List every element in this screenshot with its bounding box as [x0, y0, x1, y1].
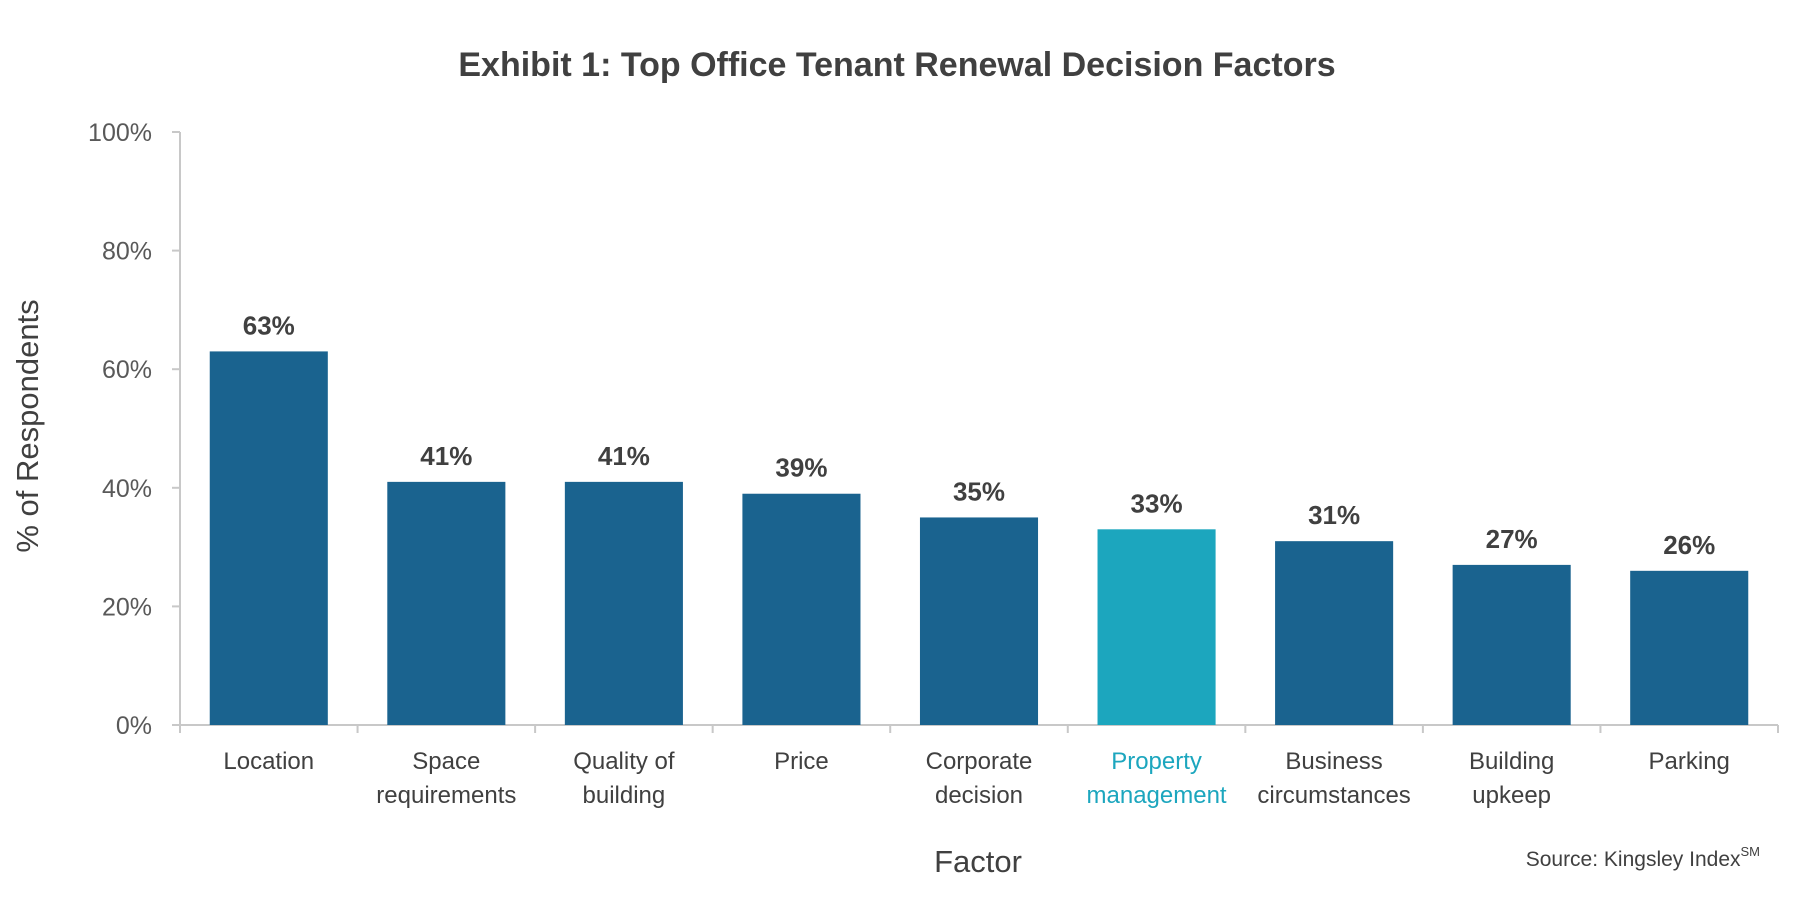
data-label: 27% — [1486, 524, 1538, 554]
bars — [209, 351, 1749, 725]
x-tick-label-line: Parking — [1649, 748, 1730, 775]
x-tick-label-line: Business — [1285, 748, 1382, 775]
x-tick-label: Space requirements — [376, 748, 516, 809]
bar — [564, 481, 683, 725]
y-tick-label: 40% — [102, 475, 152, 503]
x-tick-label: Building upkeep — [1469, 748, 1554, 809]
x-tick-label-line: Corporate — [926, 748, 1033, 775]
x-tick-label: Price — [774, 748, 829, 775]
y-axis-title: % of Respondents — [10, 299, 45, 552]
x-tick-label-line: Space — [412, 748, 480, 775]
data-label: 35% — [953, 476, 1005, 506]
bar — [919, 517, 1039, 725]
bar — [387, 481, 506, 725]
x-tick-label-line: Location — [223, 748, 314, 775]
x-tick-label-line: circumstances — [1257, 782, 1410, 809]
data-label: 26% — [1663, 530, 1715, 560]
x-axis-title: Factor — [934, 844, 1022, 879]
y-tick-label: 20% — [102, 593, 152, 621]
data-label: 63% — [243, 310, 295, 340]
data-label: 41% — [598, 441, 650, 471]
bar — [1630, 570, 1749, 725]
x-tick-label-line: requirements — [376, 782, 516, 809]
x-tick-label-line: decision — [935, 782, 1023, 809]
y-tick-label: 0% — [116, 712, 152, 740]
bar — [1452, 564, 1571, 725]
x-tick-label: Location — [223, 748, 314, 775]
bar — [1275, 541, 1394, 725]
x-tick-label-line: Property — [1111, 748, 1202, 775]
x-tick-label-line: Price — [774, 748, 829, 775]
category-labels: Location Space requirements Quality of build… — [223, 748, 1730, 809]
source-note: Source: Kingsley IndexSM — [1526, 844, 1760, 871]
x-tick-label-line: building — [583, 782, 666, 809]
x-tick-label: Property management — [1087, 748, 1227, 809]
data-labels: 63% 41% 41% 39% 35% 33% 31% 27% 26% — [243, 310, 1715, 559]
data-label: 31% — [1308, 500, 1360, 530]
data-label: 33% — [1131, 488, 1183, 518]
x-tick-label-line: Building — [1469, 748, 1554, 775]
y-tick-label: 100% — [88, 119, 152, 147]
x-tick-label: Parking — [1649, 748, 1730, 775]
source-text: Source: Kingsley Index — [1526, 848, 1741, 871]
source-superscript: SM — [1741, 844, 1761, 859]
data-label: 41% — [420, 441, 472, 471]
data-label: 39% — [775, 453, 827, 483]
bar — [209, 351, 328, 725]
x-tick-label: Quality of building — [573, 748, 675, 809]
x-tick-label: Business circumstances — [1257, 748, 1410, 809]
chart-title: Exhibit 1: Top Office Tenant Renewal Dec… — [458, 46, 1335, 84]
bar — [1097, 529, 1216, 725]
y-tick-label: 80% — [102, 238, 152, 266]
x-tick-label-line: Quality of — [573, 748, 675, 775]
y-tick-label: 60% — [102, 356, 152, 384]
bar — [742, 493, 861, 725]
x-tick-label-line: upkeep — [1472, 782, 1551, 809]
x-tick-label: Corporate decision — [926, 748, 1033, 809]
x-tick-label-line: management — [1087, 782, 1227, 809]
